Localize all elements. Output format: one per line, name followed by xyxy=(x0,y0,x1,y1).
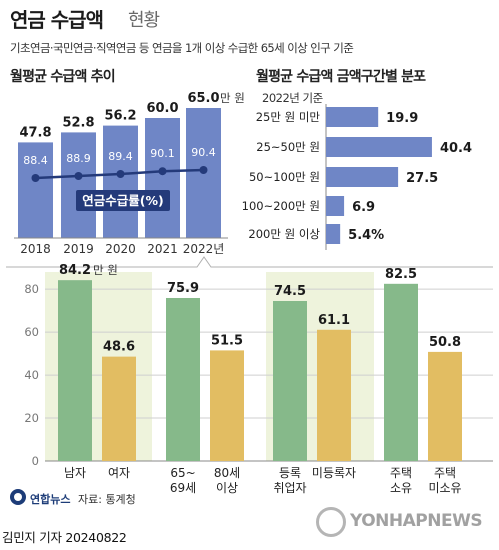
y-tick-label: 0 xyxy=(32,454,39,468)
group-bar-value: 82.5 xyxy=(385,267,417,282)
group-bar xyxy=(166,297,200,461)
distribution-bar xyxy=(326,107,379,127)
trend-bar-value: 60.0 xyxy=(146,101,178,116)
distribution-category-label: 25만 원 미만 xyxy=(256,110,321,124)
trend-bar xyxy=(61,132,96,238)
trend-x-tick: 2021 xyxy=(147,242,178,256)
source-credit: 자료: 통계청 xyxy=(78,493,136,506)
distribution-bar xyxy=(326,224,341,244)
group-unit-label: 만 원 xyxy=(93,263,118,277)
distribution-bar-value: 40.4 xyxy=(440,141,472,156)
y-tick-label: 80 xyxy=(24,282,39,296)
group-bar-value: 51.5 xyxy=(211,333,243,348)
trend-bar-value: 52.8 xyxy=(62,115,94,130)
rate-point-value: 90.1 xyxy=(150,147,175,160)
group-category-label: 69세 xyxy=(170,481,196,495)
y-tick-label: 60 xyxy=(24,325,39,339)
trend-x-tick: 2018 xyxy=(20,242,51,256)
page-title-sub: 현황 xyxy=(128,10,160,31)
rate-point xyxy=(74,172,83,180)
rate-point-value: 90.4 xyxy=(191,146,216,159)
trend-unit-label: 만 원 xyxy=(220,91,245,105)
rate-point xyxy=(116,170,125,178)
rate-point xyxy=(199,166,208,174)
group-bar xyxy=(273,300,307,461)
distribution-chart-note: 2022년 기준 xyxy=(262,91,323,105)
y-tick-label: 20 xyxy=(24,411,39,425)
distribution-bar xyxy=(326,137,432,157)
distribution-category-label: 25~50만 원 xyxy=(256,140,320,154)
page-title: 연금 수급액 xyxy=(10,8,104,32)
rate-point-value: 89.4 xyxy=(108,150,133,163)
group-bar xyxy=(210,350,244,461)
group-category-label: 65~ xyxy=(170,466,195,480)
callout-outline xyxy=(6,256,493,268)
group-bar xyxy=(102,356,136,461)
distribution-bar-value: 5.4% xyxy=(348,228,384,243)
group-category-label: 남자 xyxy=(64,466,86,480)
distribution-bar-value: 6.9 xyxy=(352,200,375,215)
group-category-label: 미소유 xyxy=(428,481,461,495)
distribution-category-label: 200만 원 이상 xyxy=(248,227,320,241)
trend-chart-title: 월평균 수급액 추이 xyxy=(10,69,116,85)
group-bar-value: 61.1 xyxy=(318,313,350,328)
trend-x-tick: 2020 xyxy=(105,242,136,256)
distribution-bar xyxy=(326,196,345,216)
group-bar-value: 74.5 xyxy=(274,284,306,299)
trend-bar xyxy=(145,118,180,238)
distribution-chart-title: 월평균 수급액 금액구간별 분포 xyxy=(256,69,426,85)
group-bar-value: 75.9 xyxy=(167,281,199,296)
group-bar-value: 50.8 xyxy=(429,335,461,350)
group-category-label: 주택 xyxy=(434,466,456,480)
trend-bar xyxy=(103,125,138,238)
group-bar-value: 84.2 xyxy=(59,263,91,278)
watermark-logo-icon xyxy=(316,507,346,537)
watermark-text: YONHAPNEWS xyxy=(350,511,483,531)
distribution-category-label: 50~100만 원 xyxy=(249,170,320,184)
group-category-label: 여자 xyxy=(108,466,130,480)
rate-point xyxy=(158,167,167,176)
group-bar xyxy=(384,283,418,461)
group-category-label: 취업자 xyxy=(273,481,306,495)
trend-bar xyxy=(18,142,53,238)
distribution-bar xyxy=(326,167,399,187)
distribution-bar-value: 19.9 xyxy=(386,111,418,126)
group-category-label: 80세 xyxy=(214,466,240,480)
page-subtitle: 기초연금·국민연금·직역연금 등 연금을 1개 이상 수급한 65세 이상 인구… xyxy=(10,41,354,55)
trend-bar-value: 65.0 xyxy=(187,91,219,106)
reporter-credit: 김민지 기자 20240822 xyxy=(2,530,127,545)
group-bar-value: 48.6 xyxy=(103,340,135,355)
group-bar xyxy=(428,351,462,461)
rate-point-value: 88.4 xyxy=(23,154,48,167)
logo-text: 연합뉴스 xyxy=(30,493,71,506)
rate-point xyxy=(31,174,40,182)
group-category-label: 소유 xyxy=(390,481,412,495)
group-category-label: 이상 xyxy=(216,481,238,495)
group-category-label: 주택 xyxy=(390,466,412,480)
rate-point-value: 88.9 xyxy=(66,152,91,165)
trend-x-tick: 2019 xyxy=(63,242,94,256)
group-category-label: 등록 xyxy=(279,466,301,480)
y-tick-label: 40 xyxy=(24,368,39,382)
group-bar xyxy=(317,329,351,461)
distribution-category-label: 100~200만 원 xyxy=(242,199,320,213)
trend-x-tick: 2022년 xyxy=(183,242,225,256)
distribution-bar-value: 27.5 xyxy=(406,171,438,186)
rate-legend-box xyxy=(76,190,170,211)
rate-legend-label: 연금수급률(%) xyxy=(82,193,163,208)
yonhap-logo-icon xyxy=(10,489,26,505)
group-category-label: 미등록자 xyxy=(312,466,356,480)
trend-bar-value: 56.2 xyxy=(104,109,136,124)
group-bar xyxy=(58,280,92,461)
trend-bar-value: 47.8 xyxy=(19,125,51,140)
watermark: YONHAPNEWS xyxy=(316,505,496,543)
